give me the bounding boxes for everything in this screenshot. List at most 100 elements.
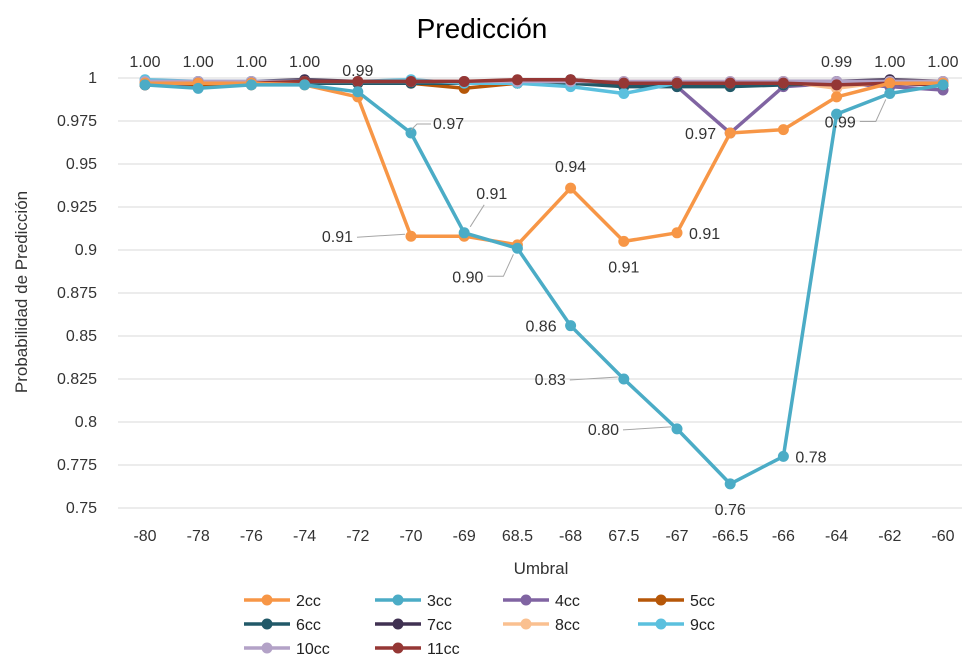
legend-label: 2cc xyxy=(296,593,321,610)
legend-item-2cc: 2cc xyxy=(244,593,321,610)
label-leader-line xyxy=(469,204,485,228)
y-tick-label: 0.775 xyxy=(57,457,97,474)
data-label: 0.76 xyxy=(715,502,746,519)
label-leader-line xyxy=(410,123,431,131)
x-tick-label: 67.5 xyxy=(608,528,639,545)
legend-label: 4cc xyxy=(555,593,580,610)
series-3cc xyxy=(139,79,949,490)
legend-item-7cc: 7cc xyxy=(375,617,452,634)
x-tick-label: -74 xyxy=(293,528,316,545)
label-leader-line xyxy=(356,233,406,238)
data-point xyxy=(192,82,204,94)
gridlines xyxy=(118,77,962,509)
legend-label: 3cc xyxy=(427,593,452,610)
data-label: 0.97 xyxy=(685,126,716,143)
data-label: 0.94 xyxy=(555,159,586,176)
data-label: 0.91 xyxy=(322,229,353,246)
x-tick-label: -68 xyxy=(559,528,582,545)
data-point xyxy=(299,79,311,91)
data-point xyxy=(777,124,789,136)
legend-marker xyxy=(520,594,532,606)
series-line xyxy=(144,83,944,486)
y-tick-label: 0.975 xyxy=(57,113,97,130)
data-point xyxy=(724,127,736,139)
data-point xyxy=(831,91,843,103)
y-tick-label: 0.8 xyxy=(75,414,97,431)
legend-label: 8cc xyxy=(555,617,580,634)
legend-item-6cc: 6cc xyxy=(244,617,321,634)
data-point xyxy=(884,77,896,89)
x-tick-label: -70 xyxy=(399,528,422,545)
data-point xyxy=(671,423,683,435)
data-point xyxy=(352,86,364,98)
data-label: 1.00 xyxy=(236,54,267,71)
data-point xyxy=(724,478,736,490)
data-label: 0.99 xyxy=(342,63,373,80)
x-tick-label: -66 xyxy=(772,528,795,545)
x-tick-label: -76 xyxy=(240,528,263,545)
data-label: 0.91 xyxy=(608,259,639,276)
data-label: 0.91 xyxy=(476,186,507,203)
legend: 2cc 3cc 4cc 5cc 6cc 7cc 8cc 9cc 10cc 11cc xyxy=(244,593,715,658)
legend-item-9cc: 9cc xyxy=(638,617,715,634)
y-tick-label: 0.85 xyxy=(66,328,97,345)
data-label: 0.99 xyxy=(821,54,852,71)
legend-label: 7cc xyxy=(427,617,452,634)
y-tick-label: 0.825 xyxy=(57,371,97,388)
data-label: 1.00 xyxy=(874,54,905,71)
legend-marker xyxy=(392,594,404,606)
data-point xyxy=(618,87,630,99)
data-label: 0.83 xyxy=(535,372,566,389)
y-tick-label: 0.925 xyxy=(57,199,97,216)
x-tick-label: 68.5 xyxy=(502,528,533,545)
legend-marker xyxy=(655,618,667,630)
data-point xyxy=(405,127,417,139)
data-point xyxy=(671,227,683,239)
data-label: 0.97 xyxy=(433,116,464,133)
data-point xyxy=(777,77,789,89)
data-label: 1.00 xyxy=(289,54,320,71)
label-leader-line xyxy=(622,426,672,431)
data-label: 0.99 xyxy=(825,114,856,131)
y-axis-ticks: 0.75 0.775 0.8 0.825 0.85 0.875 0.9 0.925 0.95 0.… xyxy=(57,70,97,517)
data-point xyxy=(618,77,630,89)
data-point xyxy=(937,79,949,91)
data-label: 0.80 xyxy=(588,422,619,439)
x-axis-title: Umbral xyxy=(514,559,569,578)
legend-label: 5cc xyxy=(690,593,715,610)
legend-item-4cc: 4cc xyxy=(503,593,580,610)
y-tick-label: 0.875 xyxy=(57,285,97,302)
series-line xyxy=(145,81,944,135)
legend-label: 9cc xyxy=(690,617,715,634)
x-tick-label: -66.5 xyxy=(712,528,749,545)
legend-item-11cc: 11cc xyxy=(375,641,460,658)
data-point xyxy=(777,450,789,462)
data-point xyxy=(511,74,523,86)
label-leader-line xyxy=(569,376,618,381)
data-point xyxy=(352,75,364,87)
legend-item-10cc: 10cc xyxy=(244,641,330,658)
data-point xyxy=(405,75,417,87)
data-point xyxy=(565,74,577,86)
data-point xyxy=(618,235,630,247)
x-tick-label: -62 xyxy=(878,528,901,545)
y-tick-label: 0.9 xyxy=(75,242,97,259)
chart-title: Predicción xyxy=(417,13,548,44)
x-tick-label: -64 xyxy=(825,528,848,545)
data-label: 1.00 xyxy=(183,54,214,71)
data-label: 0.86 xyxy=(525,319,556,336)
x-tick-label: -78 xyxy=(187,528,210,545)
data-labels: 1.00 1.00 1.00 1.00 0.99 0.97 0.91 0.91 0.90 0.94… xyxy=(129,54,958,519)
legend-label: 11cc xyxy=(427,641,460,658)
data-point xyxy=(458,227,470,239)
legend-label: 10cc xyxy=(296,641,330,658)
data-point xyxy=(565,182,577,194)
legend-label: 6cc xyxy=(296,617,321,634)
data-point xyxy=(618,373,630,385)
legend-item-3cc: 3cc xyxy=(375,593,452,610)
data-point xyxy=(831,79,843,91)
legend-marker xyxy=(261,618,273,630)
data-label: 0.91 xyxy=(689,226,720,243)
legend-item-8cc: 8cc xyxy=(503,617,580,634)
legend-item-5cc: 5cc xyxy=(638,593,715,610)
